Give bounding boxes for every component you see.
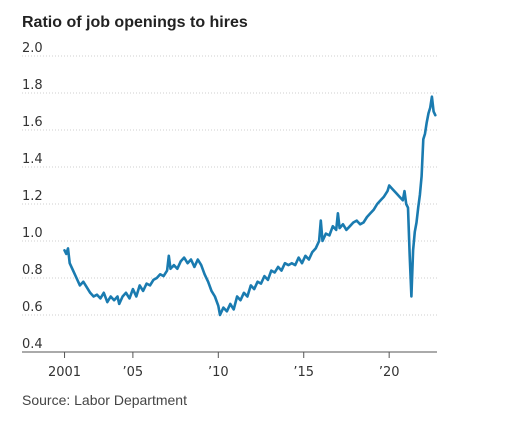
y-tick-label: 1.8 <box>22 78 43 93</box>
series-line <box>63 95 437 317</box>
y-tick-label: 1.0 <box>22 226 43 241</box>
source-note: Source: Labor Department <box>22 392 187 408</box>
x-tick-label: ’10 <box>208 365 229 380</box>
x-tick-label: ’05 <box>123 365 144 380</box>
y-tick-label: 2.0 <box>22 41 43 56</box>
y-tick-label: 1.6 <box>22 115 43 130</box>
y-tick-label: 1.4 <box>22 152 43 167</box>
y-tick-label: 0.6 <box>22 300 43 315</box>
y-tick-label: 1.2 <box>22 189 43 204</box>
y-tick-label: 0.8 <box>22 263 43 278</box>
x-axis-ticks: 2001 ’05 ’10 ’15 ’20 <box>48 352 400 380</box>
y-tick-label: 0.4 <box>22 337 43 352</box>
y-axis-ticks: 0.4 0.6 0.8 1.0 1.2 1.4 1.6 1.8 2.0 <box>22 41 43 352</box>
x-tick-label: ’15 <box>293 365 314 380</box>
chart-title: Ratio of job openings to hires <box>22 14 248 31</box>
x-tick-label: ’20 <box>379 365 400 380</box>
grid-lines <box>22 55 437 353</box>
x-tick-label: 2001 <box>48 365 81 380</box>
